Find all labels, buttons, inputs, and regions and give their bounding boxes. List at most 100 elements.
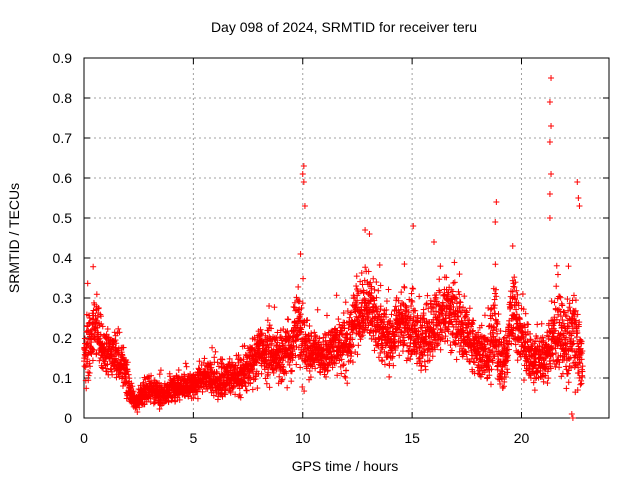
y-axis-label: SRMTID / TECUs (6, 183, 22, 293)
data-point (300, 179, 307, 185)
data-point (342, 299, 349, 306)
data-point (90, 347, 97, 354)
data-point (366, 231, 373, 237)
y-tick-label: 0.8 (53, 90, 73, 106)
data-point (314, 306, 321, 313)
y-tick-label: 0.1 (53, 370, 73, 386)
data-point (370, 275, 377, 282)
data-point (208, 364, 215, 371)
data-point (344, 380, 351, 387)
data-point (129, 383, 136, 390)
data-point (226, 355, 233, 362)
data-point (263, 360, 270, 367)
data-point (182, 360, 189, 367)
data-point (379, 357, 386, 364)
data-point (103, 368, 110, 375)
data-point (422, 366, 429, 373)
data-point (443, 274, 450, 281)
data-point (371, 347, 378, 354)
data-point (576, 203, 583, 209)
data-point (575, 195, 582, 201)
y-tick-label: 0.9 (53, 50, 73, 66)
data-point (243, 387, 250, 394)
data-point (241, 379, 248, 386)
data-point (301, 322, 308, 329)
data-point (383, 298, 390, 305)
data-point (87, 363, 94, 370)
data-point (93, 291, 100, 298)
data-point (212, 348, 219, 355)
data-point (377, 350, 384, 357)
data-point (321, 330, 328, 337)
data-point (376, 262, 383, 269)
data-point (278, 377, 285, 384)
data-point (392, 303, 399, 310)
data-point (450, 279, 457, 286)
data-point (254, 385, 261, 392)
data-point (492, 219, 499, 225)
data-point (137, 382, 144, 389)
data-point (199, 388, 206, 395)
data-point (200, 359, 207, 366)
axis-ticks: 0 0.1 0.2 0.3 0.4 0.5 0.6 0.7 0.8 0.9 0 5 10 15 20 (53, 50, 609, 446)
data-point (568, 411, 575, 417)
data-point (128, 380, 135, 387)
data-point (91, 334, 98, 341)
data-point (312, 365, 319, 372)
data-point (487, 381, 494, 388)
data-point (433, 291, 440, 298)
data-point (296, 298, 303, 305)
data-point (116, 329, 123, 336)
data-point (266, 322, 273, 329)
data-point (273, 366, 280, 373)
data-point (270, 369, 277, 376)
data-point (513, 306, 520, 313)
data-point (565, 263, 572, 270)
data-point (557, 313, 564, 320)
data-point (104, 361, 111, 368)
data-point (540, 378, 547, 385)
data-point (119, 383, 126, 390)
data-point (453, 356, 460, 363)
data-point (185, 393, 192, 400)
data-point (90, 263, 97, 270)
data-point (268, 340, 275, 347)
y-tick-label: 0.2 (53, 330, 73, 346)
data-point (373, 279, 380, 286)
data-point (88, 339, 95, 346)
data-point (89, 357, 96, 364)
data-point (436, 276, 443, 283)
data-point (156, 371, 163, 378)
data-point (268, 325, 275, 332)
data-point (155, 393, 162, 400)
data-point (276, 373, 283, 380)
data-point (237, 394, 244, 401)
data-point (84, 322, 91, 329)
data-point (209, 344, 216, 351)
data-point (172, 397, 179, 404)
data-point (577, 381, 584, 388)
data-point (86, 315, 93, 322)
x-tick-label: 0 (80, 430, 88, 446)
data-point (298, 328, 305, 335)
data-point (409, 285, 416, 292)
data-point (279, 335, 286, 342)
data-point (274, 329, 281, 336)
data-point (166, 373, 173, 380)
data-point (81, 363, 88, 370)
data-point (134, 409, 141, 415)
data-point (82, 347, 89, 354)
data-point (249, 344, 256, 351)
data-point (235, 352, 242, 359)
data-point (299, 300, 306, 307)
data-point (109, 371, 116, 378)
data-point (563, 385, 570, 392)
data-point (311, 329, 318, 336)
data-point (401, 284, 408, 291)
data-point (546, 215, 553, 221)
data-point (140, 379, 147, 386)
data-point (398, 289, 405, 296)
data-point (280, 369, 287, 376)
data-point (481, 312, 488, 319)
data-point (214, 359, 221, 366)
